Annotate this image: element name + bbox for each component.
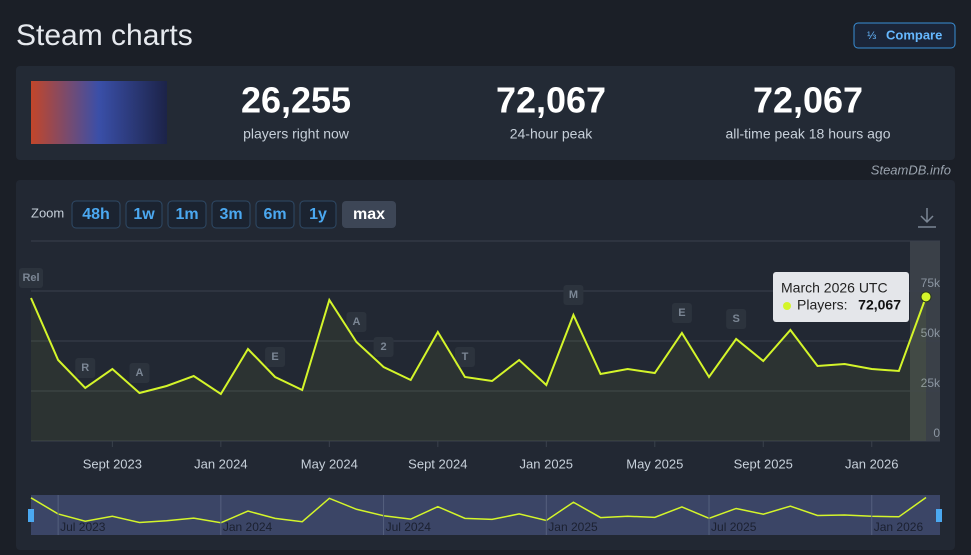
zoom-button-label[interactable]: 1m bbox=[175, 206, 198, 223]
event-marker-label[interactable]: E bbox=[678, 307, 685, 319]
series-line bbox=[30, 296, 927, 396]
zoom-button-label[interactable]: 48h bbox=[82, 206, 110, 223]
event-marker-label[interactable]: E bbox=[271, 351, 278, 363]
x-tick-label: Jan 2026 bbox=[845, 456, 899, 471]
event-marker[interactable] bbox=[671, 303, 692, 323]
compare-icon: ⅓ bbox=[867, 30, 876, 42]
navigator-label: Jan 2026 bbox=[874, 520, 924, 534]
event-marker-label[interactable]: A bbox=[136, 367, 144, 379]
x-tick-label: Sept 2025 bbox=[734, 456, 793, 471]
tooltip-swatch bbox=[783, 302, 791, 310]
zoom-button-label[interactable]: 1w bbox=[133, 206, 155, 223]
compare-button-box[interactable] bbox=[853, 22, 956, 49]
zoom-button[interactable] bbox=[71, 200, 121, 229]
event-marker[interactable] bbox=[75, 358, 96, 378]
navigator-handle[interactable] bbox=[936, 509, 942, 522]
navigator-label: Jan 2025 bbox=[548, 520, 598, 534]
event-marker-label[interactable]: M bbox=[569, 289, 578, 301]
chart-panel bbox=[16, 180, 955, 550]
stat-value: 72,067 bbox=[753, 80, 863, 121]
area bbox=[31, 296, 926, 441]
compare-button[interactable]: ⅓ Compare bbox=[853, 22, 956, 49]
event-marker-label[interactable]: R bbox=[81, 362, 89, 374]
zoom-button[interactable] bbox=[167, 200, 207, 229]
zoom-button[interactable] bbox=[342, 201, 396, 228]
x-tick-label: Sept 2024 bbox=[408, 456, 467, 471]
navigator-label: Jul 2024 bbox=[386, 520, 432, 534]
stat-label: all-time peak 18 hours ago bbox=[726, 126, 891, 142]
stat-value: 26,255 bbox=[241, 80, 351, 121]
zoom-button[interactable] bbox=[255, 200, 295, 229]
download-icon[interactable] bbox=[918, 208, 936, 228]
tooltip-value: 72,067 bbox=[858, 297, 901, 313]
stat-value: 72,067 bbox=[496, 80, 606, 121]
x-tick-label: Jan 2024 bbox=[194, 456, 248, 471]
tooltip bbox=[773, 272, 909, 322]
stat-label: players right now bbox=[243, 126, 350, 142]
x-tick-label: Sept 2023 bbox=[83, 456, 142, 471]
y-tick-label: 75k bbox=[921, 276, 941, 290]
page-title: Steam charts bbox=[16, 19, 193, 52]
event-marker[interactable] bbox=[563, 285, 584, 305]
y-tick-label: 50k bbox=[921, 326, 941, 340]
navigator-handle[interactable] bbox=[28, 509, 34, 522]
event-marker-label[interactable]: A bbox=[352, 316, 360, 328]
y-tick-label: 0 bbox=[933, 426, 940, 440]
zoom-button-label[interactable]: 6m bbox=[263, 206, 286, 223]
stats-panel bbox=[16, 66, 955, 160]
compare-label[interactable]: Compare bbox=[886, 27, 942, 42]
event-marker[interactable] bbox=[373, 337, 394, 357]
event-marker[interactable] bbox=[265, 347, 286, 367]
x-tick-label: Jan 2025 bbox=[520, 456, 574, 471]
tooltip-label: Players: bbox=[797, 297, 848, 313]
x-tick-label: May 2024 bbox=[301, 456, 358, 471]
game-image bbox=[31, 81, 167, 144]
x-tick-label: May 2025 bbox=[626, 456, 683, 471]
tooltip-title: March 2026 UTC bbox=[781, 280, 888, 296]
navigator-label: Jan 2024 bbox=[223, 520, 273, 534]
y-tick-label: 25k bbox=[921, 376, 941, 390]
zoom-button[interactable] bbox=[125, 200, 163, 229]
zoom-button-label[interactable]: 1y bbox=[309, 206, 327, 223]
event-marker-label[interactable]: 2 bbox=[381, 341, 387, 353]
hover-point bbox=[920, 291, 932, 303]
zoom-button-label[interactable]: max bbox=[353, 206, 385, 223]
zoom-button[interactable] bbox=[299, 200, 337, 229]
event-marker[interactable] bbox=[726, 309, 747, 329]
zoom-button-label[interactable]: 3m bbox=[219, 206, 242, 223]
zoom-button[interactable] bbox=[211, 200, 251, 229]
event-marker[interactable] bbox=[346, 312, 367, 332]
event-marker-label[interactable]: T bbox=[462, 351, 469, 363]
navigator-label: Jul 2023 bbox=[60, 520, 106, 534]
navigator-line bbox=[30, 496, 927, 524]
event-marker-label[interactable]: Rel bbox=[22, 272, 39, 284]
navigator-label: Jul 2025 bbox=[711, 520, 757, 534]
event-marker[interactable] bbox=[454, 347, 475, 367]
event-marker-label[interactable]: S bbox=[732, 313, 739, 325]
zoom-label: Zoom bbox=[31, 205, 64, 220]
stat-label: 24-hour peak bbox=[510, 126, 594, 142]
credit: SteamDB.info bbox=[871, 162, 951, 177]
event-marker[interactable] bbox=[19, 268, 43, 288]
navigator bbox=[31, 495, 940, 535]
event-marker[interactable] bbox=[129, 363, 150, 383]
